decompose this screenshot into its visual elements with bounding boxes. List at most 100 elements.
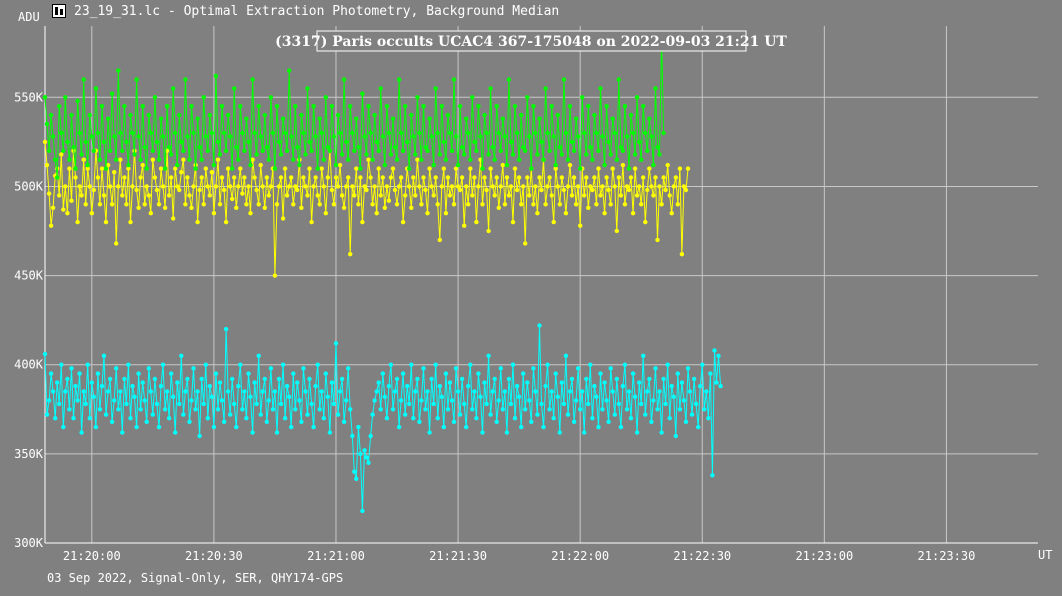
data-point [571, 175, 577, 180]
x-tick-label: 21:23:30 [918, 549, 976, 563]
data-point [164, 104, 170, 109]
data-point [523, 148, 528, 153]
data-point [598, 371, 603, 376]
data-point [266, 193, 271, 198]
data-point [132, 152, 137, 157]
data-point [578, 166, 583, 171]
data-point [541, 424, 546, 430]
data-point [215, 157, 221, 162]
data-point [260, 389, 265, 394]
data-point [535, 152, 540, 157]
data-point [551, 416, 556, 421]
data-point [620, 383, 626, 389]
data-point [311, 424, 316, 430]
data-point [299, 112, 304, 118]
data-point [177, 112, 182, 118]
data-point [557, 145, 562, 150]
data-point [103, 412, 109, 417]
data-point [276, 184, 282, 189]
data-point [169, 371, 174, 376]
data-point [335, 112, 341, 118]
data-point [563, 353, 569, 358]
data-point [211, 211, 217, 216]
data-point [169, 175, 174, 180]
data-point [191, 130, 196, 136]
data-point [457, 187, 463, 193]
data-point [146, 193, 151, 198]
data-point [152, 175, 158, 180]
data-point [331, 202, 337, 207]
data-point [339, 193, 345, 198]
data-point [364, 455, 369, 460]
data-point [486, 353, 491, 358]
data-point [323, 95, 328, 100]
data-point [138, 175, 143, 180]
data-point [252, 380, 257, 385]
data-point [437, 152, 442, 157]
data-point [482, 175, 487, 180]
data-point [187, 193, 192, 198]
data-point [173, 430, 178, 435]
data-point [643, 219, 648, 225]
data-point [87, 112, 93, 118]
data-point [181, 412, 186, 417]
data-point [390, 116, 396, 121]
data-point [79, 430, 84, 435]
data-point [476, 104, 481, 109]
data-point [663, 187, 668, 193]
data-point [415, 157, 420, 162]
data-point [628, 416, 634, 421]
data-point [439, 394, 444, 399]
data-point [396, 424, 402, 430]
data-point [370, 157, 375, 162]
data-point [508, 184, 514, 189]
app-icon[interactable] [52, 4, 66, 18]
data-point [573, 116, 579, 121]
data-point [254, 152, 259, 157]
data-point [578, 223, 583, 228]
data-point [339, 376, 345, 382]
data-point [154, 187, 160, 193]
data-point [124, 202, 129, 207]
data-point [380, 175, 385, 180]
data-point [598, 86, 603, 91]
data-point [230, 376, 235, 382]
data-point [350, 433, 355, 439]
data-point [187, 419, 192, 424]
data-point [217, 202, 223, 207]
data-point [559, 380, 564, 385]
data-point [250, 430, 255, 435]
data-point [276, 376, 282, 382]
data-point [270, 407, 276, 412]
data-point [610, 389, 615, 394]
data-point [317, 202, 322, 207]
data-point [65, 376, 70, 382]
data-point [122, 376, 127, 382]
data-point [519, 202, 524, 207]
data-point [162, 205, 168, 210]
data-point [413, 389, 418, 394]
data-point [525, 175, 530, 180]
data-point [203, 166, 208, 171]
data-point [109, 202, 115, 207]
data-point [506, 77, 512, 82]
data-point [138, 407, 143, 412]
data-point [687, 389, 693, 394]
data-point [166, 145, 172, 150]
data-point [230, 166, 235, 171]
data-point [50, 389, 56, 394]
data-point [291, 157, 296, 162]
data-point [331, 134, 337, 139]
data-point [105, 116, 111, 121]
data-point [378, 86, 383, 91]
tick-labels: 300K 350K 400K 450K 500K 550K 21:20:00 21:20:30… [14, 90, 975, 563]
data-point [637, 380, 642, 385]
data-point [75, 98, 80, 104]
data-point [468, 362, 473, 367]
data-point [537, 323, 542, 328]
data-point [510, 152, 516, 157]
data-point [323, 211, 328, 216]
data-point [508, 139, 514, 145]
data-point [588, 145, 593, 150]
